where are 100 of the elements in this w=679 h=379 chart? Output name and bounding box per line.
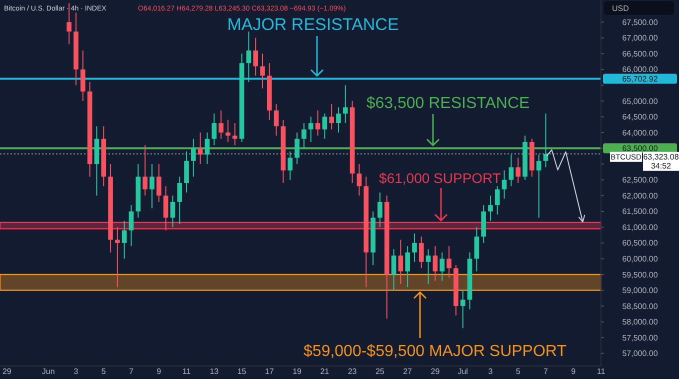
- y-tick-label: 57,500.00: [622, 333, 658, 342]
- x-tick-label: 3: [488, 367, 494, 376]
- candlestick: [150, 164, 154, 209]
- y-tick-label: 61,500.00: [622, 207, 658, 216]
- candlestick: [446, 246, 452, 278]
- candlestick: [440, 252, 445, 282]
- candlestick: [218, 110, 224, 140]
- y-tick-label: 66,000.00: [622, 65, 658, 74]
- y-tick-label: 64,000.00: [622, 128, 658, 138]
- x-tick-label: 7: [129, 367, 134, 376]
- y-tick-label: 62,000.00: [622, 191, 658, 200]
- y-tick-label: 58,500.00: [622, 302, 658, 311]
- x-tick-label: 5: [101, 367, 106, 376]
- candlestick: [212, 113, 217, 146]
- y-tick-label: 58,000.00: [622, 318, 658, 327]
- x-tick-label: 5: [516, 367, 521, 376]
- candlestick: [163, 186, 168, 231]
- candlestick: [315, 110, 320, 136]
- candlestick: [412, 232, 417, 262]
- candlestick: [198, 132, 203, 165]
- y-tick-label: 59,500.00: [622, 270, 658, 280]
- candlestick: [494, 186, 500, 216]
- candlestick: [322, 113, 328, 140]
- ref-line-label: $63,500 RESISTANCE: [366, 95, 530, 112]
- candlestick: [536, 154, 542, 218]
- x-tick-label: 13: [210, 367, 220, 376]
- candlestick: [294, 132, 300, 165]
- candlestick: [329, 104, 334, 130]
- x-tick-label: 11: [182, 367, 192, 376]
- candlestick: [177, 176, 182, 225]
- candlestick: [128, 204, 134, 247]
- candlestick: [170, 195, 176, 228]
- candlestick: [356, 164, 362, 196]
- y-tick-label: 62,500.00: [622, 176, 658, 185]
- candlestick: [184, 150, 189, 193]
- x-tick-label: 23: [348, 367, 358, 376]
- x-tick-label: Jul: [458, 367, 468, 376]
- candlestick: [508, 154, 514, 187]
- x-tick-label: 11: [596, 367, 606, 376]
- candlestick: [122, 220, 127, 260]
- candlestick: [378, 192, 382, 228]
- candlestick: [288, 150, 293, 180]
- candlestick: [246, 31, 252, 83]
- candlestick: [226, 119, 230, 142]
- text: 65,702.92: [622, 74, 658, 84]
- x-tick-label: 3: [74, 367, 79, 376]
- band-label: $61,000 SUPPORT: [379, 170, 502, 186]
- text: 34:52: [650, 162, 672, 171]
- candlestick: [405, 246, 410, 288]
- y-tick-label: 61,000.00: [622, 222, 658, 232]
- candlestick: [336, 106, 341, 134]
- x-tick-label: Jun: [42, 367, 55, 376]
- text: 63,500.00: [622, 144, 658, 154]
- candlestick: [502, 170, 507, 200]
- y-tick-label: 66,500.00: [622, 49, 658, 58]
- x-tick-label: 7: [544, 367, 549, 376]
- y-tick-label: 57,000.00: [622, 349, 658, 358]
- x-tick-label: 21: [320, 367, 330, 376]
- text: USD: [612, 4, 630, 13]
- candlestick: [232, 122, 238, 146]
- candlestick: [191, 138, 196, 178]
- candlestick: [432, 246, 438, 282]
- candlestick: [66, 2, 72, 45]
- candlestick: [398, 239, 404, 284]
- candlestick: [80, 50, 86, 102]
- candlestick: [516, 157, 521, 184]
- candlestick: [474, 226, 480, 272]
- candlestick: [460, 290, 466, 329]
- candlestick: [391, 248, 396, 291]
- y-tick-label: 60,500.00: [622, 238, 658, 248]
- candlestick: [253, 37, 258, 76]
- x-tick-label: 29: [430, 367, 440, 376]
- y-tick-label: 67,000.00: [622, 34, 658, 43]
- candlestick: [302, 122, 306, 149]
- y-tick-label: 67,500.00: [622, 18, 658, 27]
- candlestick: [308, 116, 314, 142]
- candlestick: [488, 195, 493, 222]
- x-tick-label: 15: [237, 367, 247, 376]
- candlestick: [426, 248, 431, 284]
- candlestick: [115, 226, 120, 288]
- candlestick: [274, 104, 279, 136]
- y-tick-label: 64,500.00: [622, 112, 658, 122]
- candlestick: [418, 236, 424, 269]
- y-tick-label: 59,000.00: [622, 286, 658, 296]
- x-tick-label: 27: [403, 367, 413, 376]
- y-tick-label: 60,000.00: [622, 254, 658, 264]
- x-tick-label: 25: [375, 367, 385, 376]
- candlestick: [342, 84, 348, 124]
- candlestick: [156, 164, 162, 202]
- candlestick: [204, 132, 210, 165]
- x-tick-label: 29: [2, 367, 12, 376]
- band-label: $59,000-$59,500 MAJOR SUPPORT: [304, 343, 567, 360]
- candlestick: [260, 53, 265, 89]
- y-tick-label: 65,000.00: [622, 96, 658, 106]
- text: 63,323.08: [643, 152, 679, 162]
- candlestick: [142, 144, 148, 196]
- x-tick-label: 9: [156, 367, 162, 376]
- x-tick-label: 17: [264, 367, 274, 376]
- x-tick-label: 9: [571, 367, 576, 376]
- ref-line-label: MAJOR RESISTANCE: [227, 15, 399, 34]
